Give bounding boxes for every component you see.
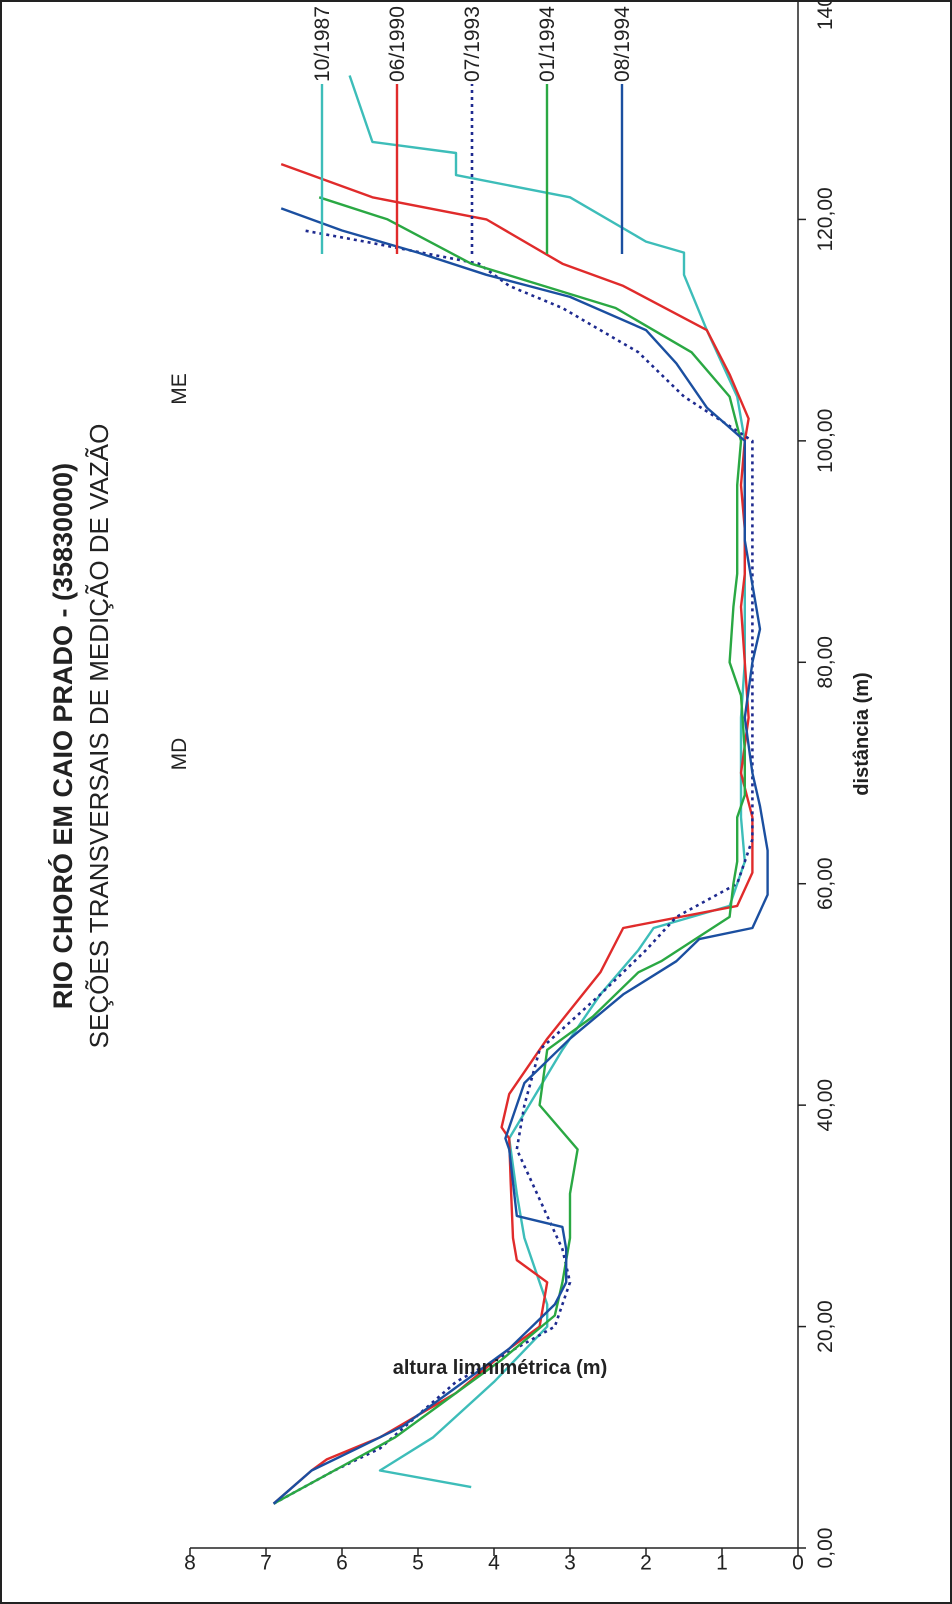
y-tick-label: 1 [716, 1552, 728, 1575]
x-tick-label: 60,00 [814, 857, 837, 910]
y-tick-label: 2 [640, 1552, 652, 1575]
left-bank-label: MD [168, 738, 191, 771]
rotated-chart: RIO CHORÓ EM CAIO PRADO - (35830000) SEÇ… [47, 0, 873, 1575]
x-tick-label: 0,00 [814, 1528, 837, 1569]
x-tick-label: 40,00 [814, 1079, 837, 1132]
legend-label: 08/1994 [611, 6, 634, 82]
series-line-08-1994 [272, 207, 769, 1505]
y-tick-label: 0 [792, 1552, 804, 1575]
x-tick-label: 140,00 [814, 0, 837, 30]
y-axis-label: altura limnimétrica (m) [393, 1357, 608, 1379]
chart-subtitle: SEÇÕES TRANSVERSAIS DE MEDIÇÃO DE VAZÃO [84, 424, 114, 1049]
y-tick-label: 6 [336, 1552, 348, 1575]
x-tick-label: 20,00 [814, 1300, 837, 1353]
y-tick-label: 5 [412, 1552, 424, 1575]
x-tick-label: 100,00 [814, 409, 837, 473]
y-tick-label: 8 [184, 1552, 196, 1575]
series-line-10-1987 [348, 75, 746, 1489]
legend-label: 10/1987 [311, 6, 334, 82]
legend-label: 01/1994 [536, 6, 559, 82]
x-tick-label: 120,00 [814, 187, 837, 251]
y-tick-label: 4 [488, 1552, 500, 1575]
x-tick-label: 80,00 [814, 636, 837, 689]
right-bank-label: ME [168, 373, 191, 405]
legend: 10/1987 06/1990 07/1993 01/1994 08/1994 [311, 6, 634, 254]
series-layer [272, 75, 769, 1505]
legend-label: 06/1990 [386, 6, 409, 82]
legend-label: 07/1993 [461, 6, 484, 82]
x-axis-label: distância (m) [851, 672, 873, 795]
series-line-06-1990 [272, 162, 754, 1505]
series-line-07-1993 [272, 229, 754, 1505]
y-tick-label: 3 [564, 1552, 576, 1575]
chart-title: RIO CHORÓ EM CAIO PRADO - (35830000) [47, 463, 78, 1009]
y-tick-label: 7 [260, 1552, 272, 1575]
axes: 0,00 20,00 40,00 60,00 80,00 100,00 120,00 140,… [184, 0, 837, 1575]
